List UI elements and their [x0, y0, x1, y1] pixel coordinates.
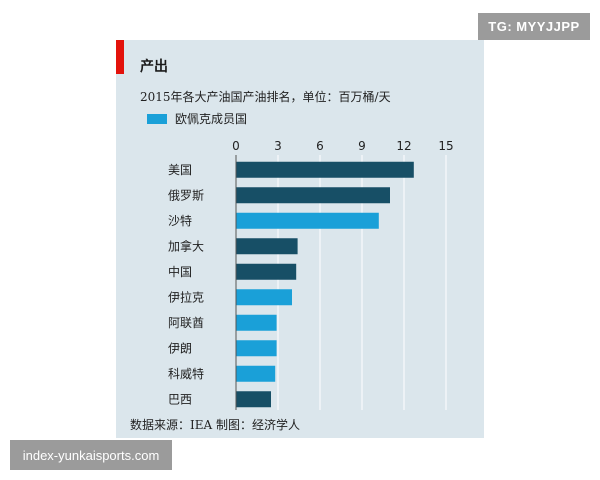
bar [236, 365, 276, 382]
category-label: 中国 [168, 264, 192, 279]
category-label: 加拿大 [168, 238, 204, 253]
bar [236, 161, 414, 178]
legend: 欧佩克成员国 [147, 110, 247, 127]
x-tick-label: 15 [438, 139, 453, 153]
bar [236, 187, 390, 204]
x-tick-label: 3 [274, 139, 282, 153]
legend-label: 欧佩克成员国 [175, 112, 248, 126]
bar [236, 314, 277, 331]
watermark-top-right: TG: MYYJJPP [478, 13, 590, 40]
bar [236, 289, 292, 306]
section-title: 产出 [140, 59, 168, 75]
bar [236, 212, 379, 229]
source-note: 数据来源：IEA 制图：经济学人 [130, 418, 300, 432]
x-tick-label: 9 [358, 139, 366, 153]
x-tick-label: 12 [396, 139, 411, 153]
category-label: 沙特 [168, 213, 192, 228]
bar [236, 340, 277, 357]
bar [236, 263, 297, 280]
category-label: 俄罗斯 [168, 188, 204, 202]
x-tick-label: 6 [316, 139, 324, 153]
category-label: 伊拉克 [168, 289, 204, 304]
chart-panel [116, 40, 484, 438]
watermark-bottom-left: index-yunkaisports.com [10, 440, 172, 470]
chart-title: 2015年各大产油国产油排名，单位：百万桶/天 [140, 90, 391, 104]
category-label: 阿联酋 [168, 315, 204, 330]
category-label: 伊朗 [168, 341, 192, 355]
bar [236, 238, 298, 255]
category-label: 科威特 [168, 366, 204, 381]
section-marker [116, 40, 124, 74]
category-label: 美国 [168, 163, 192, 177]
x-tick-label: 0 [232, 139, 240, 153]
legend-swatch [147, 113, 167, 124]
bar [236, 391, 271, 408]
category-label: 巴西 [168, 392, 192, 406]
